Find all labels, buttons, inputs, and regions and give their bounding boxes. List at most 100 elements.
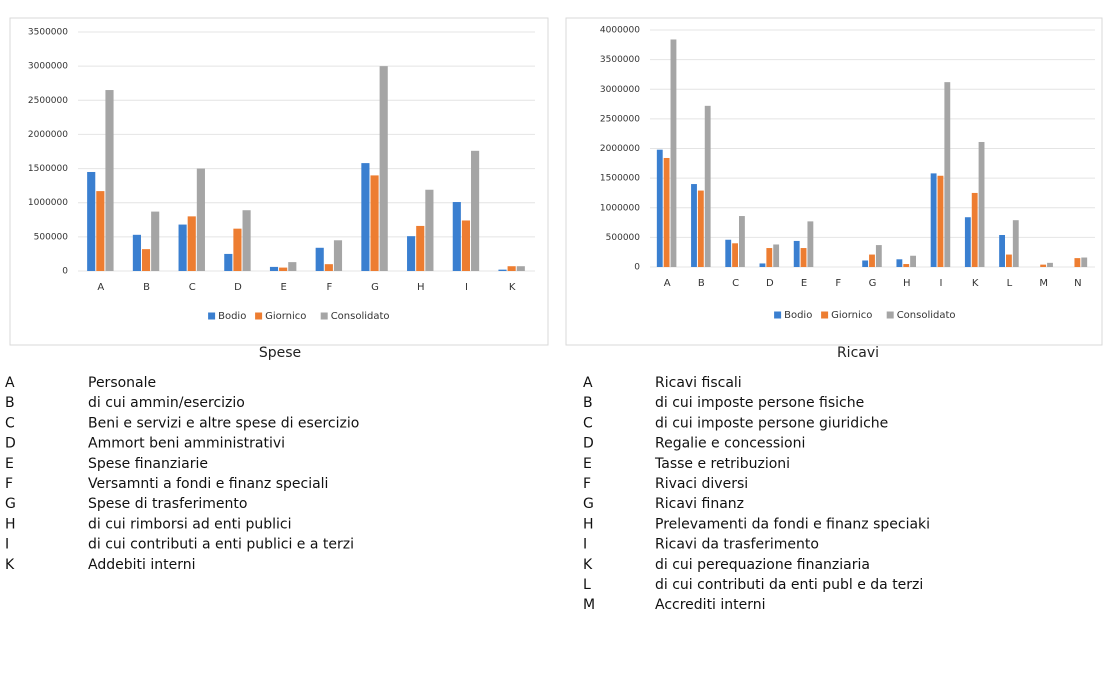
x-tick-label: H [417,282,425,293]
bar [269,266,279,271]
bar [773,244,780,267]
key-label: Tasse e retribuzioni [654,456,790,472]
bar [739,216,745,267]
key-code: E [5,456,14,472]
x-tick-label: G [869,278,877,289]
bar [279,267,288,271]
bar [1012,220,1019,267]
key-label: Versamnti a fondi e finanz speciali [88,476,328,492]
legend-swatch [821,311,829,319]
x-tick-label: E [280,282,286,293]
x-tick-label: E [801,278,807,289]
x-tick-label: F [835,278,841,289]
y-tick-label: 1500000 [28,164,68,174]
x-tick-label: C [189,282,196,293]
legend-label: Giornico [831,310,872,321]
bar [999,235,1005,267]
x-tick-label: D [234,282,242,293]
y-tick-label: 2000000 [600,144,640,154]
bar [105,90,114,272]
bar [793,240,800,267]
bar [379,66,388,272]
chart-title: Spese [259,345,301,361]
chart-title: Ricavi [837,345,879,361]
bar [333,240,343,271]
key-label: di cui imposte persone fisiche [655,395,864,411]
y-tick-label: 500000 [34,232,69,242]
key-label: Ricavi da trasferimento [655,537,819,553]
bar [937,175,944,267]
bar [288,262,297,271]
bar [971,192,978,267]
legend-label: Consolidato [897,310,956,321]
bar [132,234,141,271]
bar [1006,254,1012,267]
key-label: di cui perequazione finanziaria [655,557,870,573]
x-tick-label: M [1039,278,1048,289]
bar [507,266,516,271]
x-tick-label: A [664,278,671,289]
bar [903,264,910,267]
key-label: di cui rimborsi ad enti publici [88,516,292,532]
key-code: K [583,557,593,573]
bar [196,168,205,271]
key-code: H [5,516,16,532]
bar [697,190,704,267]
y-tick-label: 4000000 [600,26,640,36]
x-tick-label: I [465,282,468,293]
key-label: Spese finanziarie [88,456,208,472]
bar [670,39,677,268]
bar [407,236,416,271]
x-tick-label: H [903,278,911,289]
legend-swatch [886,311,894,319]
bar [151,211,160,271]
bar [1074,258,1081,267]
bar [732,243,738,267]
key-code: E [583,456,592,472]
bar [930,173,937,267]
key-label: Addebiti interni [88,557,195,573]
key-code: G [5,496,16,512]
bar [452,202,461,271]
y-tick-label: 3500000 [600,55,640,65]
key-label: Personale [88,375,156,391]
y-tick-label: 2000000 [28,130,68,140]
key-code: B [5,395,15,411]
x-tick-label: G [371,282,379,293]
bar [96,191,105,271]
legend-label: Giornico [265,311,306,322]
key-code: B [583,395,593,411]
key-label: di cui contributi da enti publ e da terz… [655,577,923,593]
bar [663,157,670,267]
y-tick-label: 1000000 [28,198,68,208]
key-code: A [583,375,593,391]
bar [370,175,379,271]
bar [875,245,882,267]
bar [1040,264,1047,267]
key-label: Regalie e concessioni [655,436,805,452]
y-tick-label: 1500000 [600,174,640,184]
chart-frame [565,17,1103,346]
bar [807,221,814,267]
y-tick-label: 0 [634,263,640,273]
legend-label: Bodio [218,311,246,322]
bar [800,248,807,267]
key-label: Spese di trasferimento [88,496,247,512]
y-tick-label: 2500000 [28,96,68,106]
bar [233,228,242,271]
legend-swatch [255,312,263,320]
x-tick-label: F [326,282,332,293]
key-code: D [5,436,16,452]
key-label: Ricavi fiscali [655,375,742,391]
bar [944,82,951,267]
legend-label: Bodio [784,310,812,321]
y-tick-label: 3000000 [28,62,68,72]
bar [759,263,766,267]
y-tick-label: 500000 [606,233,641,243]
bar [964,217,971,267]
legend-swatch [208,312,216,320]
bar [416,225,425,271]
key-code: H [583,516,594,532]
y-tick-label: 0 [62,267,68,277]
bar [178,224,187,271]
